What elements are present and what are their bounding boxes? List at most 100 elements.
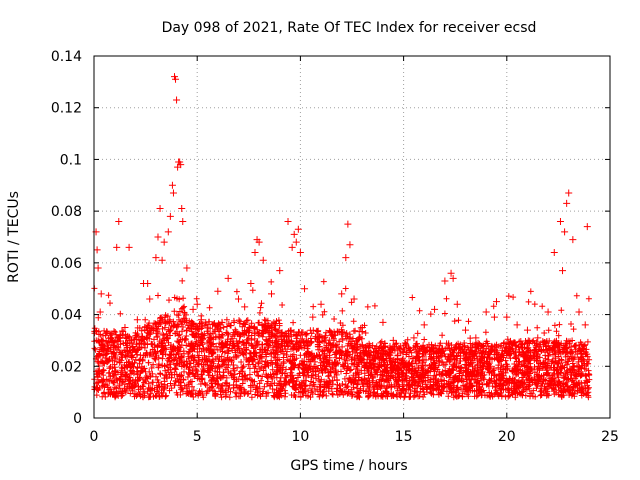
data-point [431, 305, 439, 313]
data-point [296, 249, 304, 257]
data-point [255, 238, 263, 246]
data-point [338, 290, 346, 298]
y-tick-label: 0.06 [51, 256, 82, 272]
data-point [127, 339, 135, 347]
data-point [146, 295, 154, 303]
data-point [174, 163, 182, 171]
x-tick-label: 0 [90, 429, 99, 445]
x-axis-label: GPS time / hours [290, 458, 407, 474]
x-tick-label: 15 [395, 429, 413, 445]
data-point [369, 342, 377, 350]
data-point [290, 230, 298, 238]
data-point [344, 220, 352, 228]
data-point [224, 274, 232, 282]
data-point [189, 305, 197, 313]
data-point [284, 217, 292, 225]
data-point [251, 249, 259, 257]
y-tick-label: 0.04 [51, 308, 82, 324]
data-point [121, 324, 129, 331]
data-point [158, 256, 166, 264]
data-point [350, 295, 358, 303]
data-point [492, 298, 500, 306]
data-point [102, 357, 110, 365]
data-point [400, 344, 408, 352]
data-point [113, 243, 121, 251]
data-point [559, 267, 567, 275]
data-point [327, 331, 335, 339]
data-point [164, 228, 172, 236]
data-point [301, 285, 309, 293]
data-point [125, 243, 133, 251]
data-point [206, 334, 214, 342]
data-point [234, 295, 242, 303]
y-tick-label: 0.12 [51, 101, 82, 117]
data-point [218, 318, 226, 326]
data-point [115, 217, 123, 225]
data-point [358, 324, 366, 331]
data-point [259, 256, 267, 264]
x-tick-label: 25 [601, 429, 619, 445]
data-point [247, 280, 255, 288]
data-point [550, 249, 558, 257]
data-point [441, 277, 449, 285]
data-point [472, 334, 480, 342]
y-tick-label: 0.14 [51, 49, 82, 65]
data-point [179, 217, 187, 225]
plot-frame [93, 55, 611, 419]
data-point [168, 181, 176, 189]
data-point [156, 205, 164, 213]
data-point [565, 189, 573, 197]
data-point [178, 205, 186, 213]
data-point [98, 342, 106, 350]
data-point [575, 308, 583, 316]
data-point [152, 254, 160, 262]
data-point [309, 313, 317, 321]
x-tick-label: 10 [291, 429, 309, 445]
data-point [490, 313, 498, 321]
data-point [503, 313, 511, 321]
data-point [453, 300, 461, 308]
y-tick-label: 0 [73, 411, 82, 427]
data-point [166, 212, 174, 220]
data-point [544, 308, 552, 316]
data-point [482, 308, 490, 316]
x-tick-label: 5 [193, 429, 202, 445]
data-point [556, 217, 564, 225]
data-point [379, 318, 387, 326]
data-point [581, 321, 589, 329]
data-point [107, 334, 115, 342]
data-point [294, 225, 302, 233]
y-tick-label: 0.02 [51, 359, 82, 375]
data-point [449, 274, 457, 282]
data-point [276, 267, 284, 275]
y-tick-label: 0.08 [51, 204, 82, 220]
data-point [569, 236, 577, 244]
x-tick-labels: 0 5 10 15 20 25 [90, 429, 619, 445]
data-point [410, 334, 418, 342]
data-point [97, 290, 105, 298]
data-point [583, 223, 591, 231]
data-point [563, 199, 571, 207]
y-tick-labels: 0 0.02 0.04 0.06 0.08 0.1 0.12 0.14 [51, 49, 82, 427]
data-point [197, 316, 205, 324]
data-point [176, 158, 184, 166]
data-point [172, 75, 180, 83]
data-point [513, 321, 521, 329]
data-point [288, 243, 296, 251]
data-point [154, 233, 162, 241]
data-point [268, 290, 276, 298]
data-point [420, 321, 428, 329]
data-point [133, 316, 141, 324]
x-tick-label: 20 [498, 429, 516, 445]
axis-ticks [93, 55, 611, 419]
data-point [160, 238, 168, 246]
data-point [342, 254, 350, 262]
data-point [346, 241, 354, 249]
data-point [94, 264, 102, 272]
data-point [561, 228, 569, 236]
data-point [93, 246, 101, 254]
data-point [462, 326, 470, 334]
data-point [193, 300, 201, 308]
